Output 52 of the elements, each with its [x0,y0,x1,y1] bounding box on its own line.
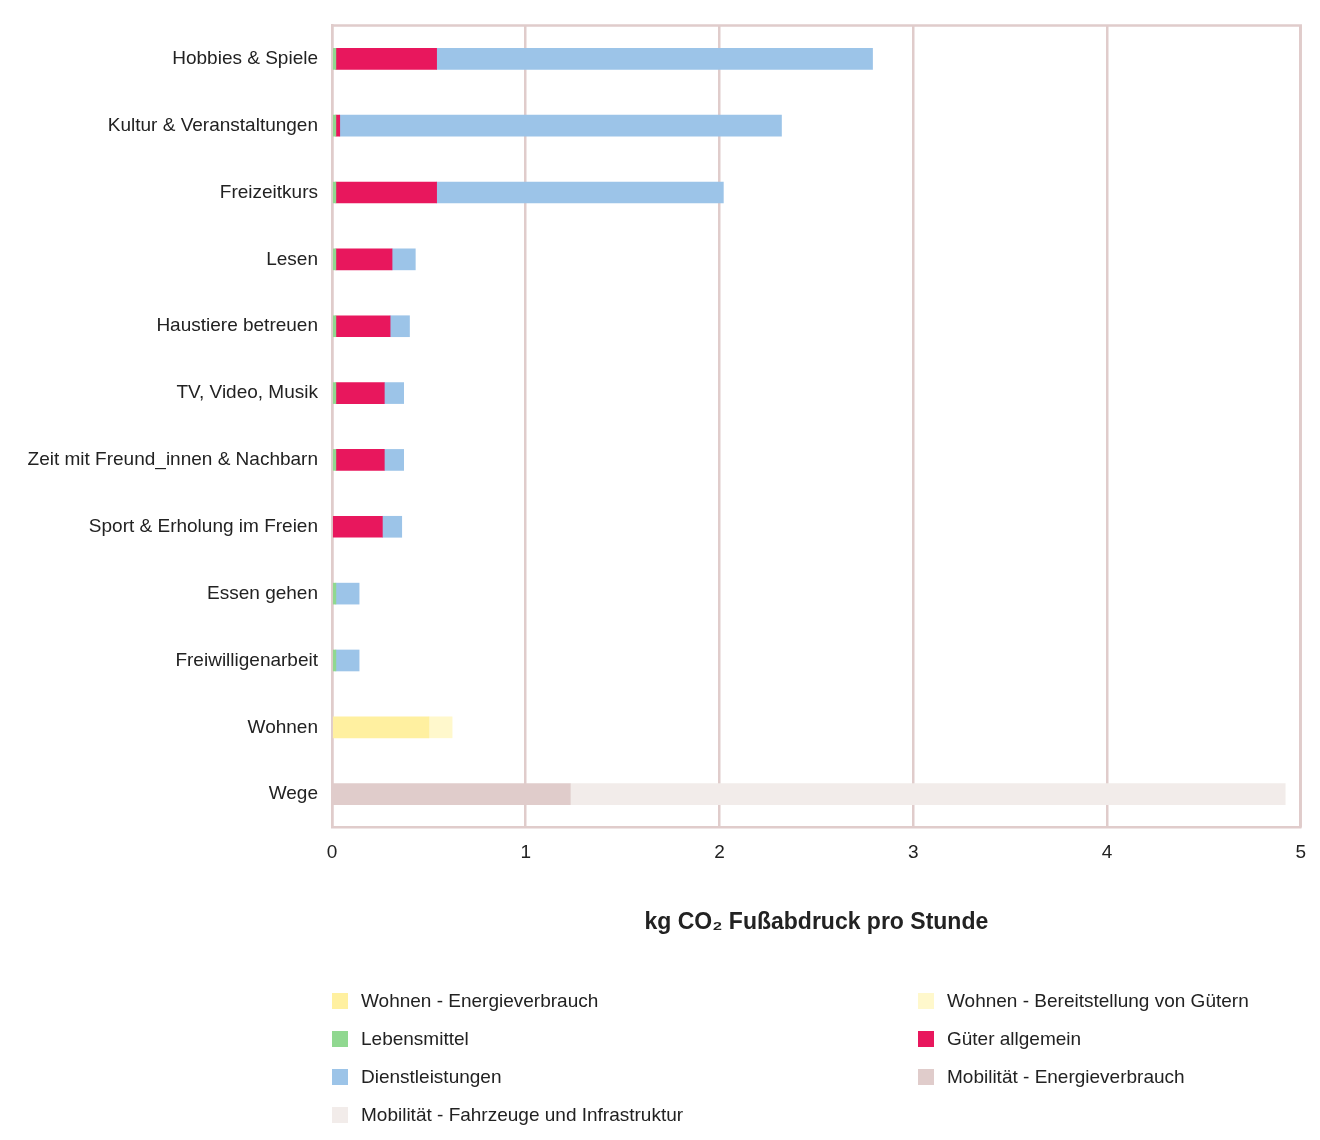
legend-label: Lebensmittel [361,1028,469,1050]
bar [335,449,385,471]
x-tick-label: 2 [714,841,725,863]
bar [383,449,405,471]
bar [391,248,416,271]
y-tick-label: Haustiere betreuen [156,314,318,336]
y-tick-label: TV, Video, Musik [176,381,319,403]
y-tick-label: Lesen [266,247,318,269]
x-axis-title: kg CO₂ Fußabdruck pro Stunde [644,907,989,934]
y-tick-label: Wege [268,782,318,804]
bar [335,582,360,605]
x-tick-label: 1 [520,841,532,863]
bar [389,315,410,338]
legend-label: Güter allgemein [947,1028,1082,1050]
bar [436,181,724,204]
bar [569,783,1286,806]
x-tick-label: 4 [1101,841,1113,863]
legend-label: Wohnen - Bereitstellung von Gütern [947,990,1249,1012]
bar [335,248,393,271]
bar [332,449,337,471]
bar [335,315,391,338]
x-tick-label: 5 [1295,841,1307,863]
legend-label: Mobilität - Energieverbrauch [947,1066,1185,1088]
bar [436,48,873,70]
bar [332,382,337,404]
bar [332,114,337,137]
legend-label: Dienstleistungen [361,1066,502,1088]
legend-label: Wohnen - Energieverbrauch [361,990,599,1012]
y-tick-label: Essen gehen [207,581,318,603]
x-tick-label: 0 [326,841,338,863]
bar [332,48,337,70]
bar [335,48,437,70]
y-tick-label: Freiwilligenarbeit [175,648,319,670]
bar [335,114,341,137]
bar [339,114,782,137]
bar [335,649,360,672]
y-tick-label: Hobbies & Spiele [172,47,318,69]
bar [383,382,405,404]
x-tick-label: 3 [907,841,919,863]
y-tick-label: Zeit mit Freund_innen & Nachbarn [27,448,318,471]
bar [332,315,337,338]
bar [335,181,437,204]
bar [332,716,430,739]
bar [332,515,383,538]
y-tick-label: Wohnen [247,715,318,737]
bar [382,515,403,538]
y-tick-label: Sport & Erholung im Freien [88,515,318,537]
bar [428,716,453,739]
y-tick-label: Freizeitkurs [219,180,318,202]
legend-label: Mobilität - Fahrzeuge und Infrastruktur [361,1104,684,1126]
y-tick-label: Kultur & Veranstaltungen [107,113,318,135]
bar [335,382,385,404]
